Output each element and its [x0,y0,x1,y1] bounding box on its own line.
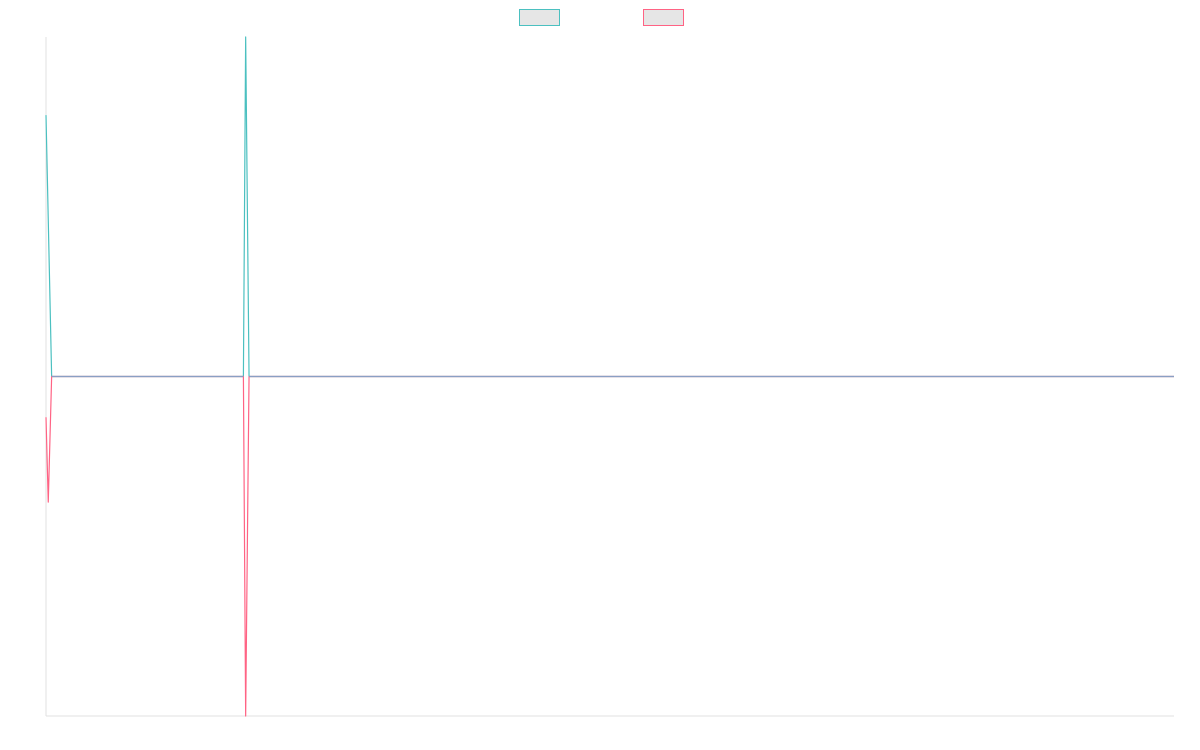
legend-item [519,9,560,26]
series-line-2 [45,375,1174,717]
legend [519,9,684,26]
series-layer [45,36,1174,717]
series-line-1 [45,36,1174,378]
legend-swatch [643,9,684,26]
legend-swatch [519,9,560,26]
legend-item [643,9,684,26]
axes [45,37,1174,717]
